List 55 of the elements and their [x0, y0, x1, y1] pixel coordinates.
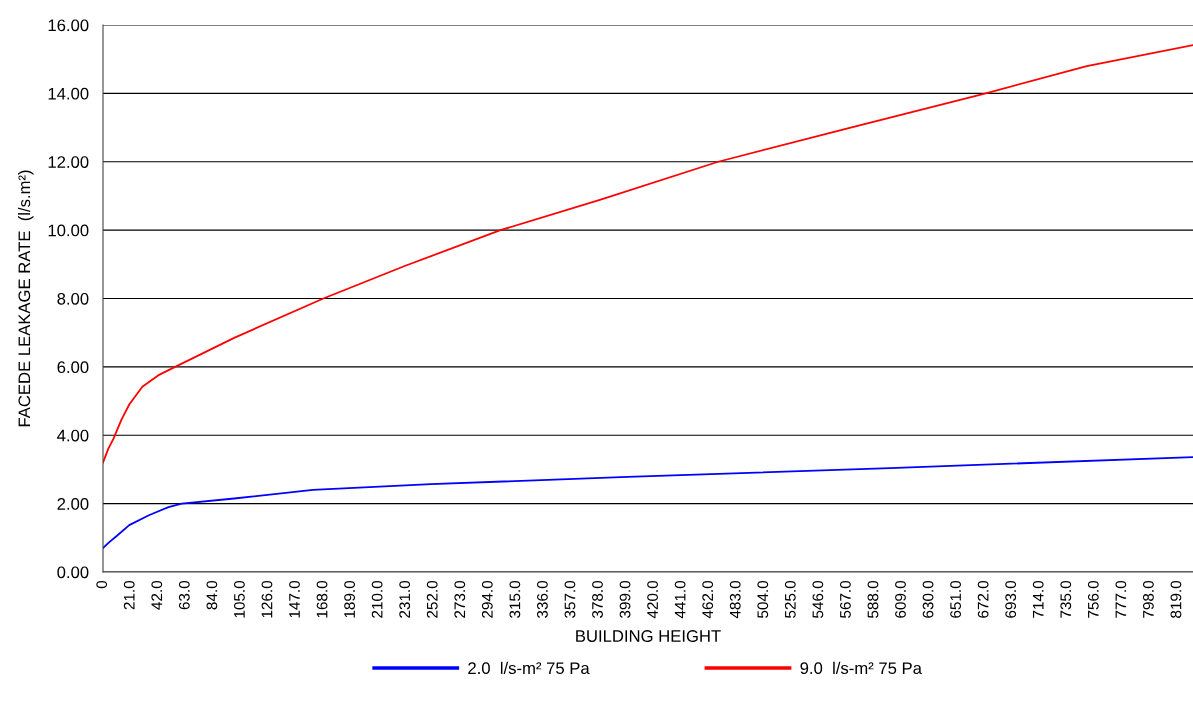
x-tick-label: 315.0 — [509, 580, 521, 618]
y-tick-label: 8.00 — [57, 292, 89, 305]
line-series — [103, 44, 1193, 464]
x-tick-label: 168.0 — [316, 580, 328, 618]
x-tick-label: 399.0 — [619, 580, 631, 618]
x-tick-label: 525.0 — [784, 580, 796, 618]
y-tick-label: 10.00 — [48, 224, 89, 237]
x-tick-label: 483.0 — [729, 580, 741, 619]
x-tick-label: 252.0 — [426, 580, 438, 618]
x-tick-label: 210.0 — [371, 580, 383, 618]
x-tick-label: 0 — [96, 580, 108, 589]
x-tick-label: 798.0 — [1143, 580, 1154, 618]
x-tick-label: 441.0 — [674, 580, 686, 619]
y-tick-label: 14.00 — [48, 87, 89, 100]
x-axis-title: BUILDING HEIGHT — [576, 630, 721, 642]
x-tick-label: 63.0 — [178, 580, 190, 610]
x-tick-label: 777.0 — [1115, 580, 1127, 618]
legend-label: 9.0 l/s-m² 75 Pa — [800, 661, 922, 675]
y-tick-label: 16.00 — [48, 19, 89, 32]
legend-label: 2.0 l/s-m² 75 Pa — [468, 661, 590, 675]
x-tick-label: 630.0 — [922, 580, 934, 618]
y-tick-label: 2.00 — [57, 498, 89, 510]
y-tick-label: 12.00 — [48, 156, 89, 168]
x-tick-label: 609.0 — [895, 580, 906, 618]
x-tick-label: 462.0 — [702, 580, 714, 619]
x-tick-label: 357.0 — [564, 580, 576, 618]
x-tick-label: 420.0 — [647, 580, 658, 619]
x-tick-label: 567.0 — [840, 580, 851, 618]
x-tick-label: 189.0 — [344, 580, 356, 618]
x-tick-label: 672.0 — [977, 580, 989, 618]
line-series — [103, 456, 1193, 549]
x-tick-label: 273.0 — [454, 580, 466, 618]
x-tick-label: 546.0 — [812, 580, 824, 618]
y-axis-title: FACEDE LEAKAGE RATE (l/s.m²) — [17, 170, 34, 427]
x-tick-label: 105.0 — [234, 580, 245, 618]
x-tick-label: 147.0 — [289, 580, 300, 618]
x-tick-label: 42.0 — [151, 580, 163, 610]
x-tick-label: 735.0 — [1060, 580, 1072, 618]
x-tick-label: 651.0 — [950, 580, 961, 618]
x-tick-label: 819.0 — [1170, 580, 1182, 618]
x-tick-label: 504.0 — [757, 580, 769, 618]
x-tick-label: 126.0 — [261, 580, 273, 618]
x-tick-label: 84.0 — [206, 580, 218, 610]
x-tick-label: 714.0 — [1032, 580, 1044, 618]
x-tick-label: 336.0 — [537, 580, 548, 618]
x-tick-label: 756.0 — [1087, 580, 1099, 618]
x-tick-label: 21.0 — [123, 580, 135, 610]
x-tick-label: 693.0 — [1005, 580, 1017, 618]
y-tick-label: 4.00 — [57, 429, 89, 442]
y-tick-label: 0.00 — [57, 566, 89, 579]
x-tick-label: 378.0 — [592, 580, 603, 618]
y-tick-label: 6.00 — [57, 361, 89, 374]
x-tick-label: 231.0 — [399, 580, 411, 618]
x-tick-label: 588.0 — [867, 580, 879, 618]
x-tick-label: 294.0 — [481, 580, 493, 618]
